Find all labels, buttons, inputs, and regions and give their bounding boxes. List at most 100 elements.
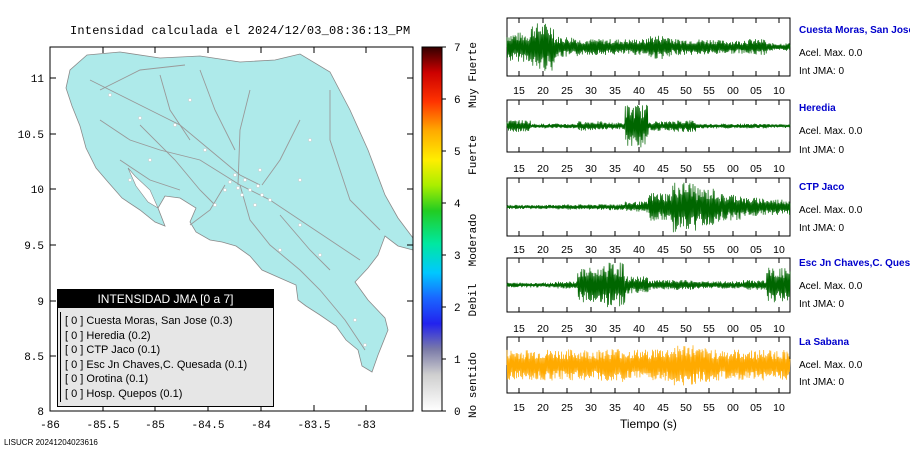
legend-title: INTENSIDAD JMA [0 a 7]	[58, 290, 273, 308]
intensity-category-label: Muy Fuerte	[468, 42, 480, 108]
time-tick-label: 15	[513, 323, 525, 335]
lon-tick-label: -83	[356, 420, 376, 432]
time-tick-label: 00	[727, 244, 739, 256]
time-tick-label: 05	[750, 244, 762, 256]
settlement-dot	[233, 173, 237, 177]
time-tick-label: 20	[537, 85, 549, 97]
legend-list: [ 0 ] Cuesta Moras, San Jose (0.3) [ 0 ]…	[60, 312, 273, 402]
time-tick-label: 15	[513, 85, 525, 97]
settlement-dot	[223, 188, 227, 192]
seismogram-trace	[506, 182, 791, 233]
time-tick-label: 55	[703, 163, 715, 175]
road-line	[159, 74, 191, 141]
time-tick-label: 05	[750, 163, 762, 175]
station-int: Int JMA: 0	[799, 223, 845, 234]
time-tick-label: 45	[657, 323, 669, 335]
settlement-dot	[188, 98, 192, 102]
legend-row: [ 0 ] CTP Jaco (0.1)	[65, 344, 161, 357]
time-tick-label: 35	[609, 402, 621, 414]
time-tick-label: 40	[633, 402, 645, 414]
colorbar-tick-label: 6	[454, 95, 461, 107]
station-name: Cuesta Moras, San Jose	[799, 25, 910, 36]
road-line	[261, 119, 301, 186]
time-tick-label: 35	[609, 163, 621, 175]
settlement-dot	[173, 123, 177, 127]
colorbar-scale	[421, 46, 443, 412]
settlement-dot	[138, 116, 142, 120]
settlement-dot	[243, 178, 247, 182]
time-tick-label: 10	[773, 163, 785, 175]
time-tick-label: 55	[703, 323, 715, 335]
station-name: Heredia	[799, 103, 836, 114]
time-tick-label: 30	[585, 85, 597, 97]
lat-tick-label: 10.5	[18, 130, 44, 142]
intensity-legend: INTENSIDAD JMA [0 a 7] [ 0 ] Cuesta Mora…	[57, 289, 274, 407]
settlement-dot	[148, 158, 152, 162]
station-acel: Acel. Max. 0.0	[799, 126, 863, 137]
time-tick-label: 00	[727, 163, 739, 175]
time-tick-label: 40	[633, 244, 645, 256]
lat-tick-label: 9	[37, 297, 44, 309]
time-tick-label: 00	[727, 85, 739, 97]
settlement-dot	[213, 203, 217, 207]
road-line	[239, 184, 361, 261]
settlement-dot	[298, 223, 302, 227]
settlement-dot	[308, 138, 312, 142]
time-tick-label: 05	[750, 323, 762, 335]
colorbar-tick-label: 5	[454, 147, 461, 159]
lat-tick-label: 11	[31, 74, 45, 86]
settlement-dot	[253, 203, 257, 207]
station-acel: Acel. Max. 0.0	[799, 205, 863, 216]
intensity-category-label: Debil	[468, 283, 480, 316]
settlement-dot	[248, 188, 252, 192]
intensity-category-label: Moderado	[468, 214, 480, 267]
station-int: Int JMA: 0	[799, 299, 845, 310]
lat-tick-label: 10	[31, 185, 44, 197]
costa-rica-landmass	[65, 51, 414, 373]
time-tick-label: 40	[633, 163, 645, 175]
station-acel: Acel. Max. 0.0	[799, 281, 863, 292]
map-title: Intensidad calculada el 2024/12/03_08:36…	[70, 24, 411, 38]
time-tick-label: 55	[703, 85, 715, 97]
time-tick-label: 05	[750, 402, 762, 414]
road-line	[279, 214, 331, 271]
time-tick-label: 15	[513, 163, 525, 175]
settlement-dot	[240, 193, 244, 197]
seismogram-trace	[506, 23, 791, 71]
time-tick-label: 40	[633, 323, 645, 335]
road-line	[199, 69, 236, 151]
settlement-dot	[318, 253, 322, 257]
time-tick-label: 00	[727, 402, 739, 414]
time-tick-label: 35	[609, 323, 621, 335]
intensity-category-label: No sentido	[468, 352, 480, 418]
road-line	[329, 90, 381, 231]
time-tick-label: 25	[561, 402, 573, 414]
lat-tick-label: 8.5	[24, 352, 44, 364]
time-tick-label: 55	[703, 402, 715, 414]
road-line	[237, 89, 251, 186]
settlement-dot	[363, 343, 367, 347]
time-tick-label: 10	[773, 402, 785, 414]
gulf-of-nicoya	[127, 167, 159, 209]
lon-tick-label: -83.5	[297, 420, 330, 432]
station-name: Esc Jn Chaves,C. Ques	[799, 258, 910, 269]
colorbar-tick-label: 4	[454, 199, 461, 211]
time-tick-label: 00	[727, 323, 739, 335]
time-tick-label: 25	[561, 163, 573, 175]
time-tick-label: 40	[633, 85, 645, 97]
road-line	[99, 119, 241, 186]
legend-row: [ 0 ] Heredia (0.2)	[65, 329, 151, 342]
road-line	[239, 184, 366, 351]
time-tick-label: 15	[513, 244, 525, 256]
settlement-dot	[258, 168, 262, 172]
time-tick-label: 30	[585, 323, 597, 335]
time-tick-label: 15	[513, 402, 525, 414]
seismogram-trace	[506, 262, 791, 308]
station-int: Int JMA: 0	[799, 145, 845, 156]
colorbar-tick-label: 7	[454, 43, 461, 55]
lon-tick-label: -86	[40, 420, 60, 432]
time-tick-label: 50	[680, 163, 692, 175]
time-tick-label: 45	[657, 163, 669, 175]
